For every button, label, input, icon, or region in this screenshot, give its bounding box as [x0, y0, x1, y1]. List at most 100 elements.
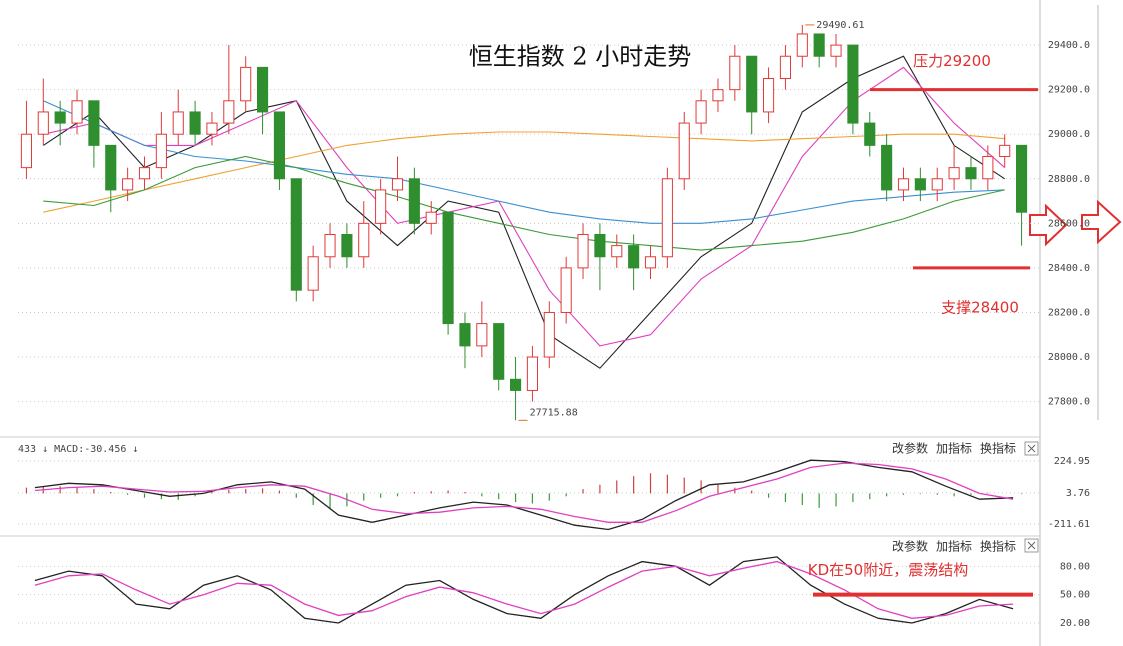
min-label: 27715.88 — [530, 407, 578, 418]
toolbar-button[interactable]: 改参数 — [892, 441, 928, 456]
y-tick-label: 3.76 — [1066, 488, 1090, 499]
candle-body — [897, 178, 910, 191]
y-tick-label: 28000.0 — [1048, 352, 1090, 363]
candle-body — [425, 211, 437, 224]
y-tick-label: 20.00 — [1060, 618, 1090, 629]
candle-body — [273, 111, 285, 180]
candle-body — [695, 100, 707, 124]
candle-body — [122, 178, 134, 191]
arrow-icon — [1081, 199, 1122, 245]
candle-body — [543, 311, 555, 358]
candle-body — [847, 44, 859, 124]
candle-body — [341, 233, 353, 258]
candle-body — [105, 144, 117, 191]
candle-body — [493, 323, 505, 380]
candle-body — [257, 66, 269, 113]
candle-body — [240, 66, 252, 102]
y-tick-label: 28400.0 — [1048, 263, 1090, 274]
y-tick-label: 28200.0 — [1048, 307, 1090, 318]
y-tick-label: 29200.0 — [1048, 85, 1090, 96]
support-label: 支撑28400 — [941, 298, 1019, 316]
candle-body — [577, 233, 589, 269]
candle-body — [712, 89, 724, 102]
close-button[interactable] — [1024, 538, 1039, 553]
indicator-line — [43, 155, 1005, 251]
arrow-icon — [1029, 203, 1068, 247]
candle-body — [830, 44, 842, 57]
candle-body — [999, 144, 1011, 158]
candle-body — [189, 111, 201, 135]
candle-body — [408, 178, 420, 224]
candle-body — [611, 245, 623, 258]
indicator-line — [43, 66, 1006, 347]
candle-body — [661, 178, 673, 258]
candle-body — [746, 55, 758, 113]
chart-title: 恒生指数 2 小时走势 — [469, 43, 692, 71]
indicator-line — [34, 556, 1014, 624]
toolbar-button[interactable]: 换指标 — [980, 441, 1016, 456]
close-button[interactable] — [1024, 441, 1039, 456]
candle-body — [1016, 144, 1028, 213]
indicator-line — [42, 55, 1006, 369]
y-tick-label: 29000.0 — [1048, 129, 1090, 140]
toolbar-button[interactable]: 加指标 — [936, 441, 972, 456]
indicator-line — [34, 462, 1014, 523]
indicator-line — [34, 459, 1014, 531]
candle-body — [88, 100, 100, 146]
candle-body — [510, 378, 522, 391]
indicator-line — [43, 100, 1005, 224]
candle-body — [628, 245, 640, 269]
candle-body — [324, 233, 336, 258]
candle-body — [358, 222, 370, 258]
candle-body — [931, 178, 943, 191]
candle-body — [206, 122, 218, 135]
y-tick-label: 50.00 — [1060, 590, 1090, 601]
candle-body — [442, 211, 454, 325]
close-icon — [1027, 541, 1036, 550]
candle-body — [948, 167, 960, 180]
kd-annotation: KD在50附近，震荡结构 — [808, 561, 968, 579]
candle-body — [37, 111, 49, 135]
y-tick-label: -211.61 — [1048, 519, 1090, 530]
candle-body — [729, 55, 741, 91]
candle-body — [172, 111, 184, 135]
y-tick-label: 28800.0 — [1048, 174, 1090, 185]
candle-body — [594, 233, 606, 258]
indicator-line — [43, 131, 1005, 213]
candle-body — [914, 178, 926, 191]
candle-body — [678, 122, 690, 180]
candle-body — [779, 55, 791, 80]
toolbar-button[interactable]: 换指标 — [980, 539, 1016, 554]
candle-body — [526, 356, 538, 391]
candle-body — [71, 100, 83, 124]
resistance-label: 压力29200 — [913, 52, 991, 70]
y-tick-label: 29400.0 — [1048, 40, 1090, 51]
candle-body — [560, 267, 572, 313]
candle-body — [290, 178, 302, 291]
candle-body — [813, 33, 825, 57]
candle-body — [476, 323, 488, 347]
candle-body — [391, 178, 404, 191]
candle-body — [138, 167, 151, 180]
candle-body — [796, 33, 808, 57]
y-tick-label: 28600.0 — [1048, 218, 1090, 229]
candle-body — [644, 256, 657, 269]
y-tick-label: 27800.0 — [1048, 397, 1090, 408]
candle-body — [54, 111, 66, 124]
candle-body — [20, 133, 32, 169]
candle-body — [459, 323, 471, 347]
y-tick-label: 224.95 — [1054, 456, 1090, 467]
candle-body — [307, 256, 319, 291]
candle-body — [881, 144, 893, 191]
y-tick-label: 80.00 — [1060, 561, 1090, 572]
candle-body — [982, 156, 994, 180]
candle-body — [965, 167, 977, 180]
candle-body — [864, 122, 876, 146]
indicator-label: 433 ↓ MACD:-30.456 ↓ — [18, 444, 138, 455]
candle-body — [763, 78, 775, 113]
toolbar-button[interactable]: 加指标 — [936, 539, 972, 554]
toolbar-button[interactable]: 改参数 — [892, 539, 928, 554]
candle-body — [375, 189, 387, 224]
